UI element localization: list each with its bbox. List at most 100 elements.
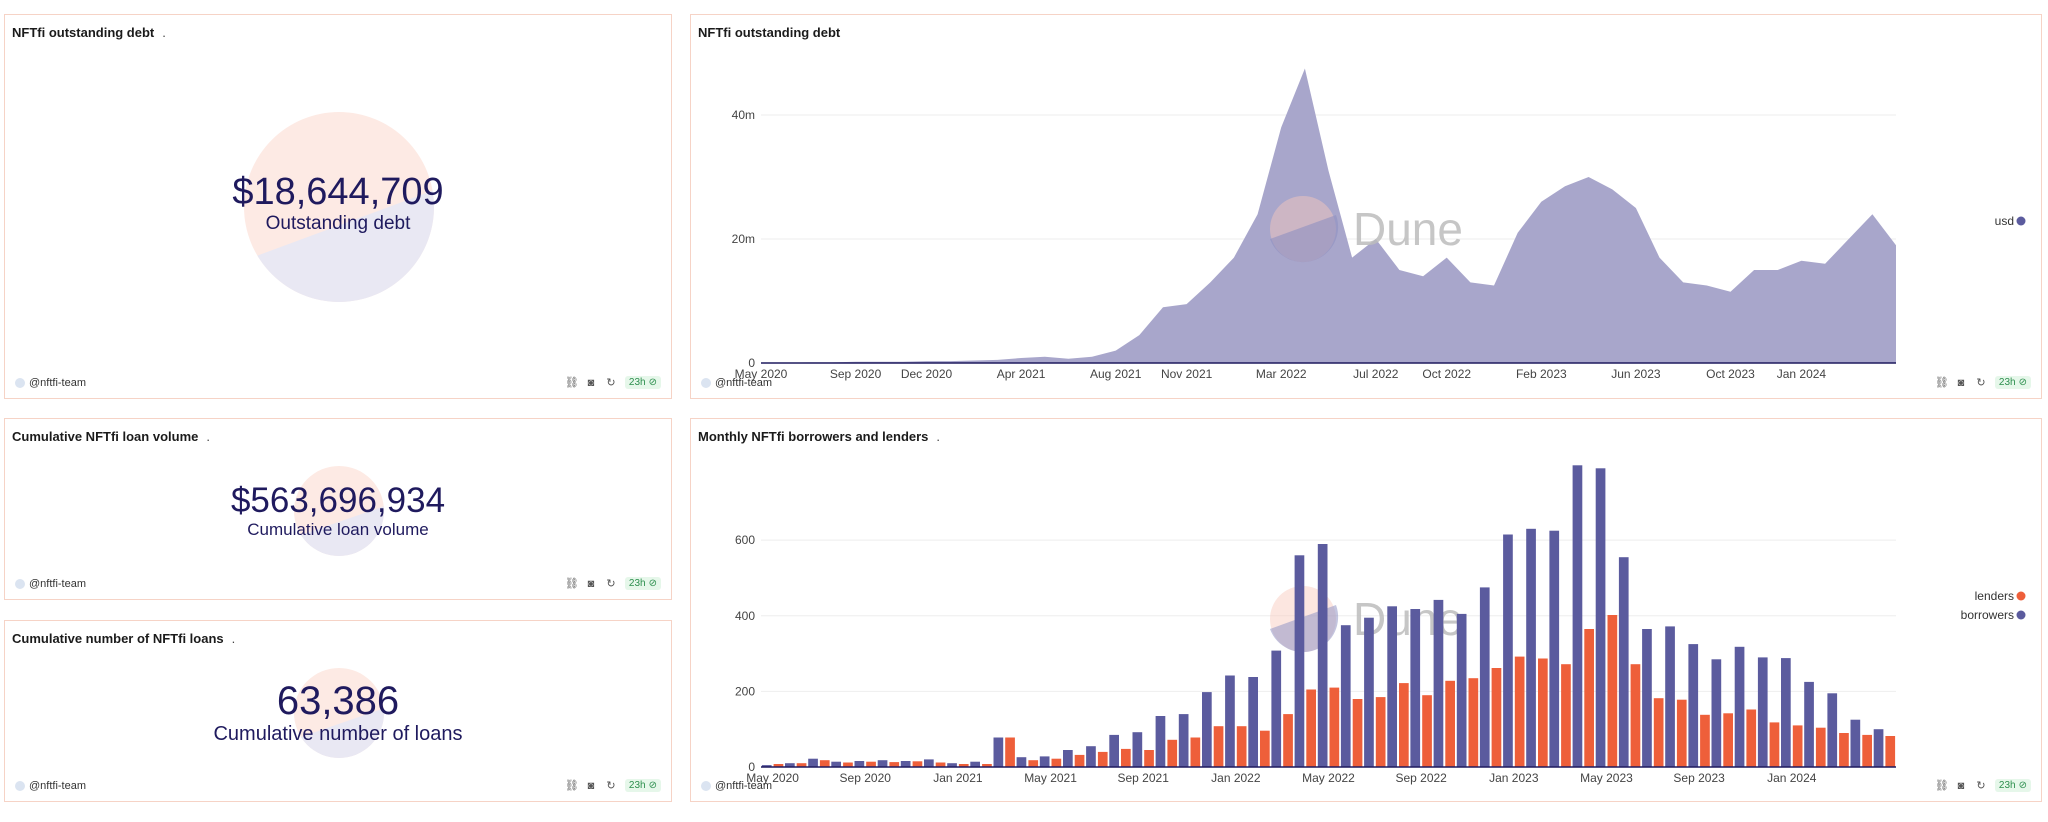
panel-title[interactable]: Cumulative NFTfi loan volume. [12,429,210,444]
bar-lenders [1260,730,1270,767]
legend-label-usd: usd [1995,214,2014,228]
embed-icon[interactable]: ⛓ [564,578,579,590]
x-tick-label: Sep 2023 [1673,771,1725,785]
age-badge[interactable]: 23h ⊘ [1994,376,2031,389]
panel-title[interactable]: Cumulative number of NFTfi loans. [12,631,235,646]
y-tick-label: 600 [735,533,755,547]
bar-lenders [1700,714,1710,767]
bar-borrowers [1503,534,1513,767]
bar-borrowers [947,763,957,767]
x-tick-label: Oct 2022 [1422,367,1471,381]
camera-icon[interactable]: ◙ [587,779,595,792]
bar-borrowers [854,761,865,767]
bar-borrowers [970,761,980,767]
refresh-icon[interactable]: ↻ [1976,377,1986,389]
author-link[interactable]: @nftfi-team [701,780,772,792]
embed-icon[interactable]: ⛓ [1934,377,1949,389]
bar-borrowers [1063,750,1073,767]
panel-title-text: Cumulative number of NFTfi loans [12,631,224,646]
x-tick-label: Aug 2021 [1090,367,1142,381]
bar-borrowers [1271,650,1282,767]
bar-lenders [1399,683,1409,767]
refresh-icon[interactable]: ↻ [606,780,616,792]
bar-lenders [796,763,807,767]
y-tick-label: 400 [735,609,755,623]
age-badge[interactable]: 23h ⊘ [624,376,661,389]
counter-panel-loan-volume: Cumulative NFTfi loan volume. $563,696,9… [4,418,672,600]
x-tick-label: Nov 2021 [1161,367,1213,381]
legend-label-borrowers: borrowers [1961,608,2014,622]
age-text: 23h [1998,780,2016,791]
bar-lenders [912,761,923,767]
x-tick-label: Oct 2023 [1706,367,1755,381]
age-badge[interactable]: 23h ⊘ [624,577,661,590]
bar-lenders [982,764,992,767]
camera-icon[interactable]: ◙ [587,376,595,389]
camera-icon[interactable]: ◙ [1957,779,1965,792]
refresh-icon[interactable]: ↻ [1976,780,1986,792]
author-link[interactable]: @nftfi-team [701,377,772,389]
embed-icon[interactable]: ⛓ [564,377,579,389]
bar-borrowers [1340,625,1351,767]
bar-borrowers [1225,675,1235,767]
age-text: 23h [628,578,646,589]
bar-borrowers [1595,468,1606,767]
counter-label: Cumulative number of loans [213,723,463,745]
author-link[interactable]: @nftfi-team [15,780,86,792]
age-badge[interactable]: 23h ⊘ [624,779,661,792]
refresh-icon[interactable]: ↻ [606,377,616,389]
refresh-icon[interactable]: ↻ [606,578,616,590]
author-link[interactable]: @nftfi-team [15,578,86,590]
camera-icon[interactable]: ◙ [1957,376,1965,389]
bar-borrowers [900,761,911,767]
panel-title-text: NFTfi outstanding debt [12,25,155,40]
bar-borrowers [761,765,772,767]
legend-label-lenders: lenders [1975,589,2014,603]
panel-title[interactable]: NFTfi outstanding debt. [12,25,166,40]
bar-lenders [1144,750,1154,767]
panel-footer: @nftfi-team ⛓ ◙ ↻ 23h ⊘ [5,779,671,795]
panel-title[interactable]: NFTfi outstanding debt [698,25,840,40]
legend-swatch-lenders [2016,591,2026,601]
bar-lenders [1283,714,1293,767]
panel-title-dot: . [162,25,166,40]
watermark-circle-bottom [1270,215,1339,263]
bar-borrowers [1155,716,1166,767]
bar-lenders [1653,698,1664,767]
bar-borrowers [1642,629,1652,767]
bar-lenders [935,762,946,767]
counter-value: $563,696,934 [230,481,446,520]
bar-lenders [1746,709,1757,767]
x-tick-label: Apr 2021 [997,367,1046,381]
counter-label: Outstanding debt [265,213,411,234]
bar-lenders [1167,739,1178,767]
check-circle-icon: ⊘ [2018,377,2027,388]
watermark-text: Dune [1353,203,1463,255]
bar-lenders [1584,629,1594,767]
counter: $563,696,934 Cumulative loan volume [5,483,671,540]
bar-borrowers [1688,644,1699,767]
bar-borrowers [1433,599,1444,767]
panel-footer: @nftfi-team ⛓ ◙ ↻ 23h ⊘ [691,376,2041,392]
bar-lenders [1051,758,1062,767]
author-name: @nftfi-team [715,780,773,792]
counter-panel-number-of-loans: Cumulative number of NFTfi loans. 63,386… [4,620,672,802]
bar-lenders [1213,726,1224,767]
check-circle-icon: ⊘ [2018,780,2027,791]
camera-icon[interactable]: ◙ [587,577,595,590]
series-lenders [773,615,1896,767]
panel-title[interactable]: Monthly NFTfi borrowers and lenders. [698,429,940,444]
panel-title-text: Cumulative NFTfi loan volume [12,429,199,444]
age-text: 23h [1998,377,2016,388]
check-circle-icon: ⊘ [648,578,657,589]
author-link[interactable]: @nftfi-team [15,377,86,389]
embed-icon[interactable]: ⛓ [1934,780,1949,792]
bar-lenders [1607,615,1618,767]
series-borrowers [761,465,1884,767]
x-tick-label: Sep 2022 [1395,771,1447,785]
bar-borrowers [808,758,818,767]
age-badge[interactable]: 23h ⊘ [1994,779,2031,792]
embed-icon[interactable]: ⛓ [564,780,579,792]
bar-borrowers [1387,606,1397,767]
x-tick-label: Jul 2022 [1353,367,1399,381]
